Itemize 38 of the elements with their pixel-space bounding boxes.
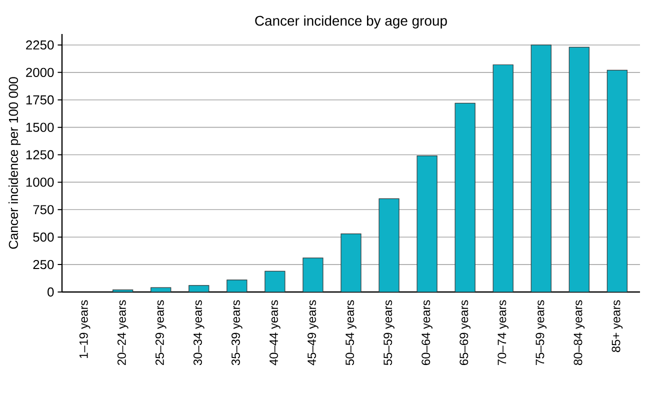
x-tick-label: 1–19 years xyxy=(79,300,90,358)
bar xyxy=(530,44,552,292)
bar xyxy=(226,280,247,292)
y-tick-label: 1750 xyxy=(26,95,54,104)
y-tick-label: 1000 xyxy=(26,178,54,187)
x-tick-label: 30–34 years xyxy=(193,300,204,366)
y-tick-label: 750 xyxy=(33,205,54,214)
bar xyxy=(454,102,476,292)
x-tick-label: 80–84 years xyxy=(574,300,585,366)
bar xyxy=(606,70,628,292)
y-tick-label: 0 xyxy=(48,287,54,297)
x-tick-label: 75–59 years xyxy=(536,300,547,365)
y-tick-label: 1250 xyxy=(26,150,54,160)
x-tick-label: 40–44 years xyxy=(270,300,280,366)
x-tick-label: 25–29 years xyxy=(155,300,166,365)
bar xyxy=(302,258,324,292)
bar xyxy=(264,270,286,292)
x-tick-label: 60–64 years xyxy=(422,300,432,365)
bar xyxy=(378,198,400,292)
x-tick-label: 70–74 years xyxy=(498,300,509,365)
chart-title: Cancer incidence by age group xyxy=(255,15,447,28)
y-tick-label: 2000 xyxy=(26,68,54,78)
bar xyxy=(340,234,362,292)
x-tick-label: 55–59 years xyxy=(384,300,394,366)
x-tick-label: 85+ years xyxy=(612,300,623,352)
x-tick-label: 50–54 years xyxy=(346,300,356,366)
y-tick-label: 500 xyxy=(33,232,54,242)
x-tick-label: 20–24 years xyxy=(117,300,128,365)
x-tick-label: 35–39 years xyxy=(232,300,242,366)
x-tick-label: 45–49 years xyxy=(308,300,318,366)
y-tick-label: 1500 xyxy=(26,122,54,132)
bar xyxy=(416,156,438,292)
y-tick-label: 250 xyxy=(33,260,54,270)
bar xyxy=(492,64,514,292)
y-tick-label: 2250 xyxy=(26,40,54,50)
x-tick-label: 65–69 years xyxy=(460,300,470,365)
y-axis-title: Cancer incidence per 100 000 xyxy=(8,77,21,249)
bar xyxy=(568,46,590,292)
